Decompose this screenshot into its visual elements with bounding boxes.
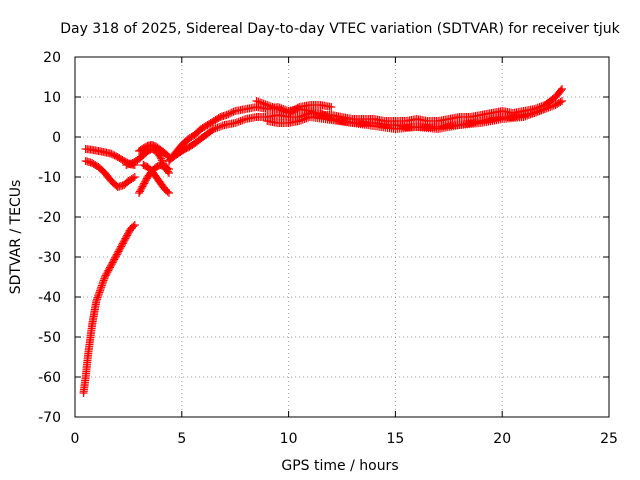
series-track-c: [81, 157, 139, 191]
series-track-j: [252, 97, 336, 117]
data-points: [79, 85, 567, 397]
y-tick-label: 0: [52, 130, 61, 146]
chart-title: Day 318 of 2025, Sidereal Day-to-day VTE…: [60, 21, 620, 37]
y-tick-label: 10: [43, 90, 61, 106]
x-tick-label: 20: [493, 431, 511, 447]
data-point-markers: [81, 157, 139, 191]
x-tick-label: 10: [280, 431, 298, 447]
data-point-markers: [252, 97, 336, 117]
x-tick-label: 5: [177, 431, 186, 447]
series-track-e: [135, 141, 173, 161]
x-tick-label: 0: [71, 431, 80, 447]
x-tick-label: 15: [386, 431, 404, 447]
axis-ticks: 0 5 10 15 20 25 20 10 0 -10 -20 -30 -40 -50 -60 -70: [38, 50, 618, 447]
y-tick-label: -30: [38, 250, 61, 266]
data-point-markers: [79, 221, 139, 397]
y-tick-label: -50: [38, 330, 61, 346]
y-tick-label: 20: [43, 50, 61, 66]
y-tick-label: -10: [38, 170, 61, 186]
x-axis-label: GPS time / hours: [281, 458, 398, 474]
series-track-g: [135, 161, 173, 197]
data-point-markers: [135, 161, 173, 197]
series-track-k: [263, 105, 549, 133]
y-tick-label: -60: [38, 370, 61, 386]
data-point-markers: [135, 141, 173, 161]
y-tick-label: -70: [38, 410, 61, 426]
plot-frame: [74, 56, 610, 418]
data-point-markers: [263, 105, 549, 133]
y-axis-label: SDTVAR / TECUs: [8, 180, 24, 295]
y-tick-label: -20: [38, 210, 61, 226]
series-track-a: [79, 221, 139, 397]
y-tick-label: -40: [38, 290, 61, 306]
x-tick-label: 25: [600, 431, 618, 447]
